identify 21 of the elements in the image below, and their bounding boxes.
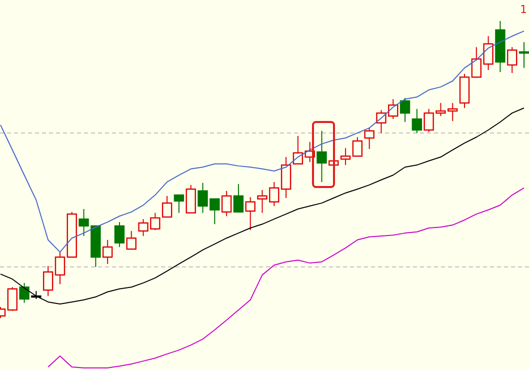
candlestick [221,190,232,217]
text: 1 [520,3,527,16]
candlestick [352,136,363,157]
candlestick [245,196,256,231]
candlestick [162,195,172,218]
candlestick [186,184,196,214]
candlestick [102,239,113,264]
candlestick [42,266,54,297]
candlestick [233,184,244,213]
candlestick [126,230,136,250]
candlestick [400,97,410,122]
candlestick [54,252,66,285]
candlestick [114,222,125,248]
candlestick [364,127,374,150]
candlestick [7,286,18,312]
candlestick [174,194,184,214]
candlestick [507,46,518,74]
candlestick [316,130,327,182]
candlestick [412,108,422,134]
candlestick [340,148,351,166]
candlestick [19,282,30,304]
